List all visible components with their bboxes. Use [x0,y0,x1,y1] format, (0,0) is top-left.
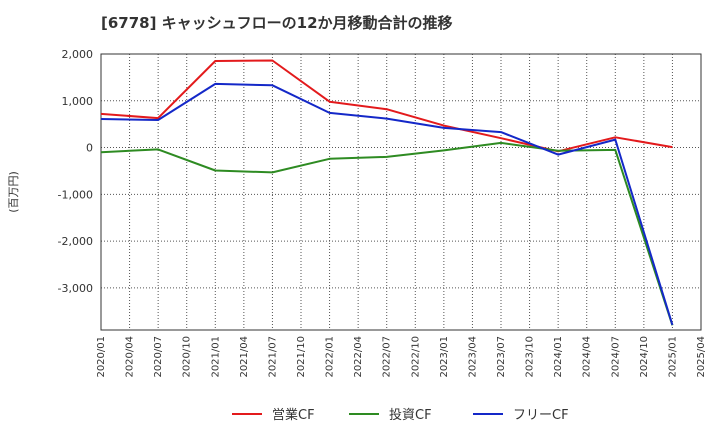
x-tick-label: 2022/10 [410,336,421,378]
x-tick-label: 2024/01 [553,336,564,378]
x-tick-label: 2022/04 [353,336,364,378]
x-tick-label: 2025/01 [667,336,678,378]
y-axis-label: (百万円) [7,171,20,213]
x-tick-label: 2021/01 [210,336,221,378]
chart-title: [6778] キャッシュフローの12か月移動合計の推移 [101,14,453,32]
x-tick-label: 2022/01 [325,336,336,378]
x-tick-label: 2025/04 [696,336,707,378]
plot-area [101,54,701,330]
y-tick-label: 0 [86,142,93,155]
y-tick-label: -3,000 [58,282,93,295]
legend-item: 営業CF [232,407,315,423]
series-line [100,59,673,153]
x-tick-label: 2021/10 [296,336,307,378]
legend-item: 投資CF [349,407,432,423]
x-tick-label: 2021/04 [239,336,250,378]
legend-label: 投資CF [389,407,432,423]
series-line [100,82,674,326]
x-tick-label: 2020/10 [182,336,193,378]
x-tick-label: 2023/04 [467,336,478,378]
x-tick-label: 2023/01 [439,336,450,378]
y-tick-label: 1,000 [62,95,94,108]
y-tick-label: 2,000 [62,48,94,61]
x-tick-label: 2024/10 [639,336,650,378]
x-tick-label: 2020/04 [125,336,136,378]
x-tick-label: 2021/07 [267,336,278,378]
x-tick-label: 2020/07 [153,336,164,378]
y-tick-label: -2,000 [58,235,93,248]
x-tick-label: 2020/01 [96,336,107,378]
plot-frame [100,53,702,331]
legend-item: フリーCF [473,408,569,423]
y-tick-label: -1,000 [58,188,93,201]
x-tick-label: 2023/07 [496,336,507,378]
x-tick-label: 2024/04 [582,336,593,378]
x-tick-label: 2023/10 [525,336,536,378]
x-tick-label: 2024/07 [610,336,621,378]
legend-label: フリーCF [513,408,569,423]
x-tick-label: 2022/07 [382,336,393,378]
legend-label: 営業CF [272,407,315,423]
